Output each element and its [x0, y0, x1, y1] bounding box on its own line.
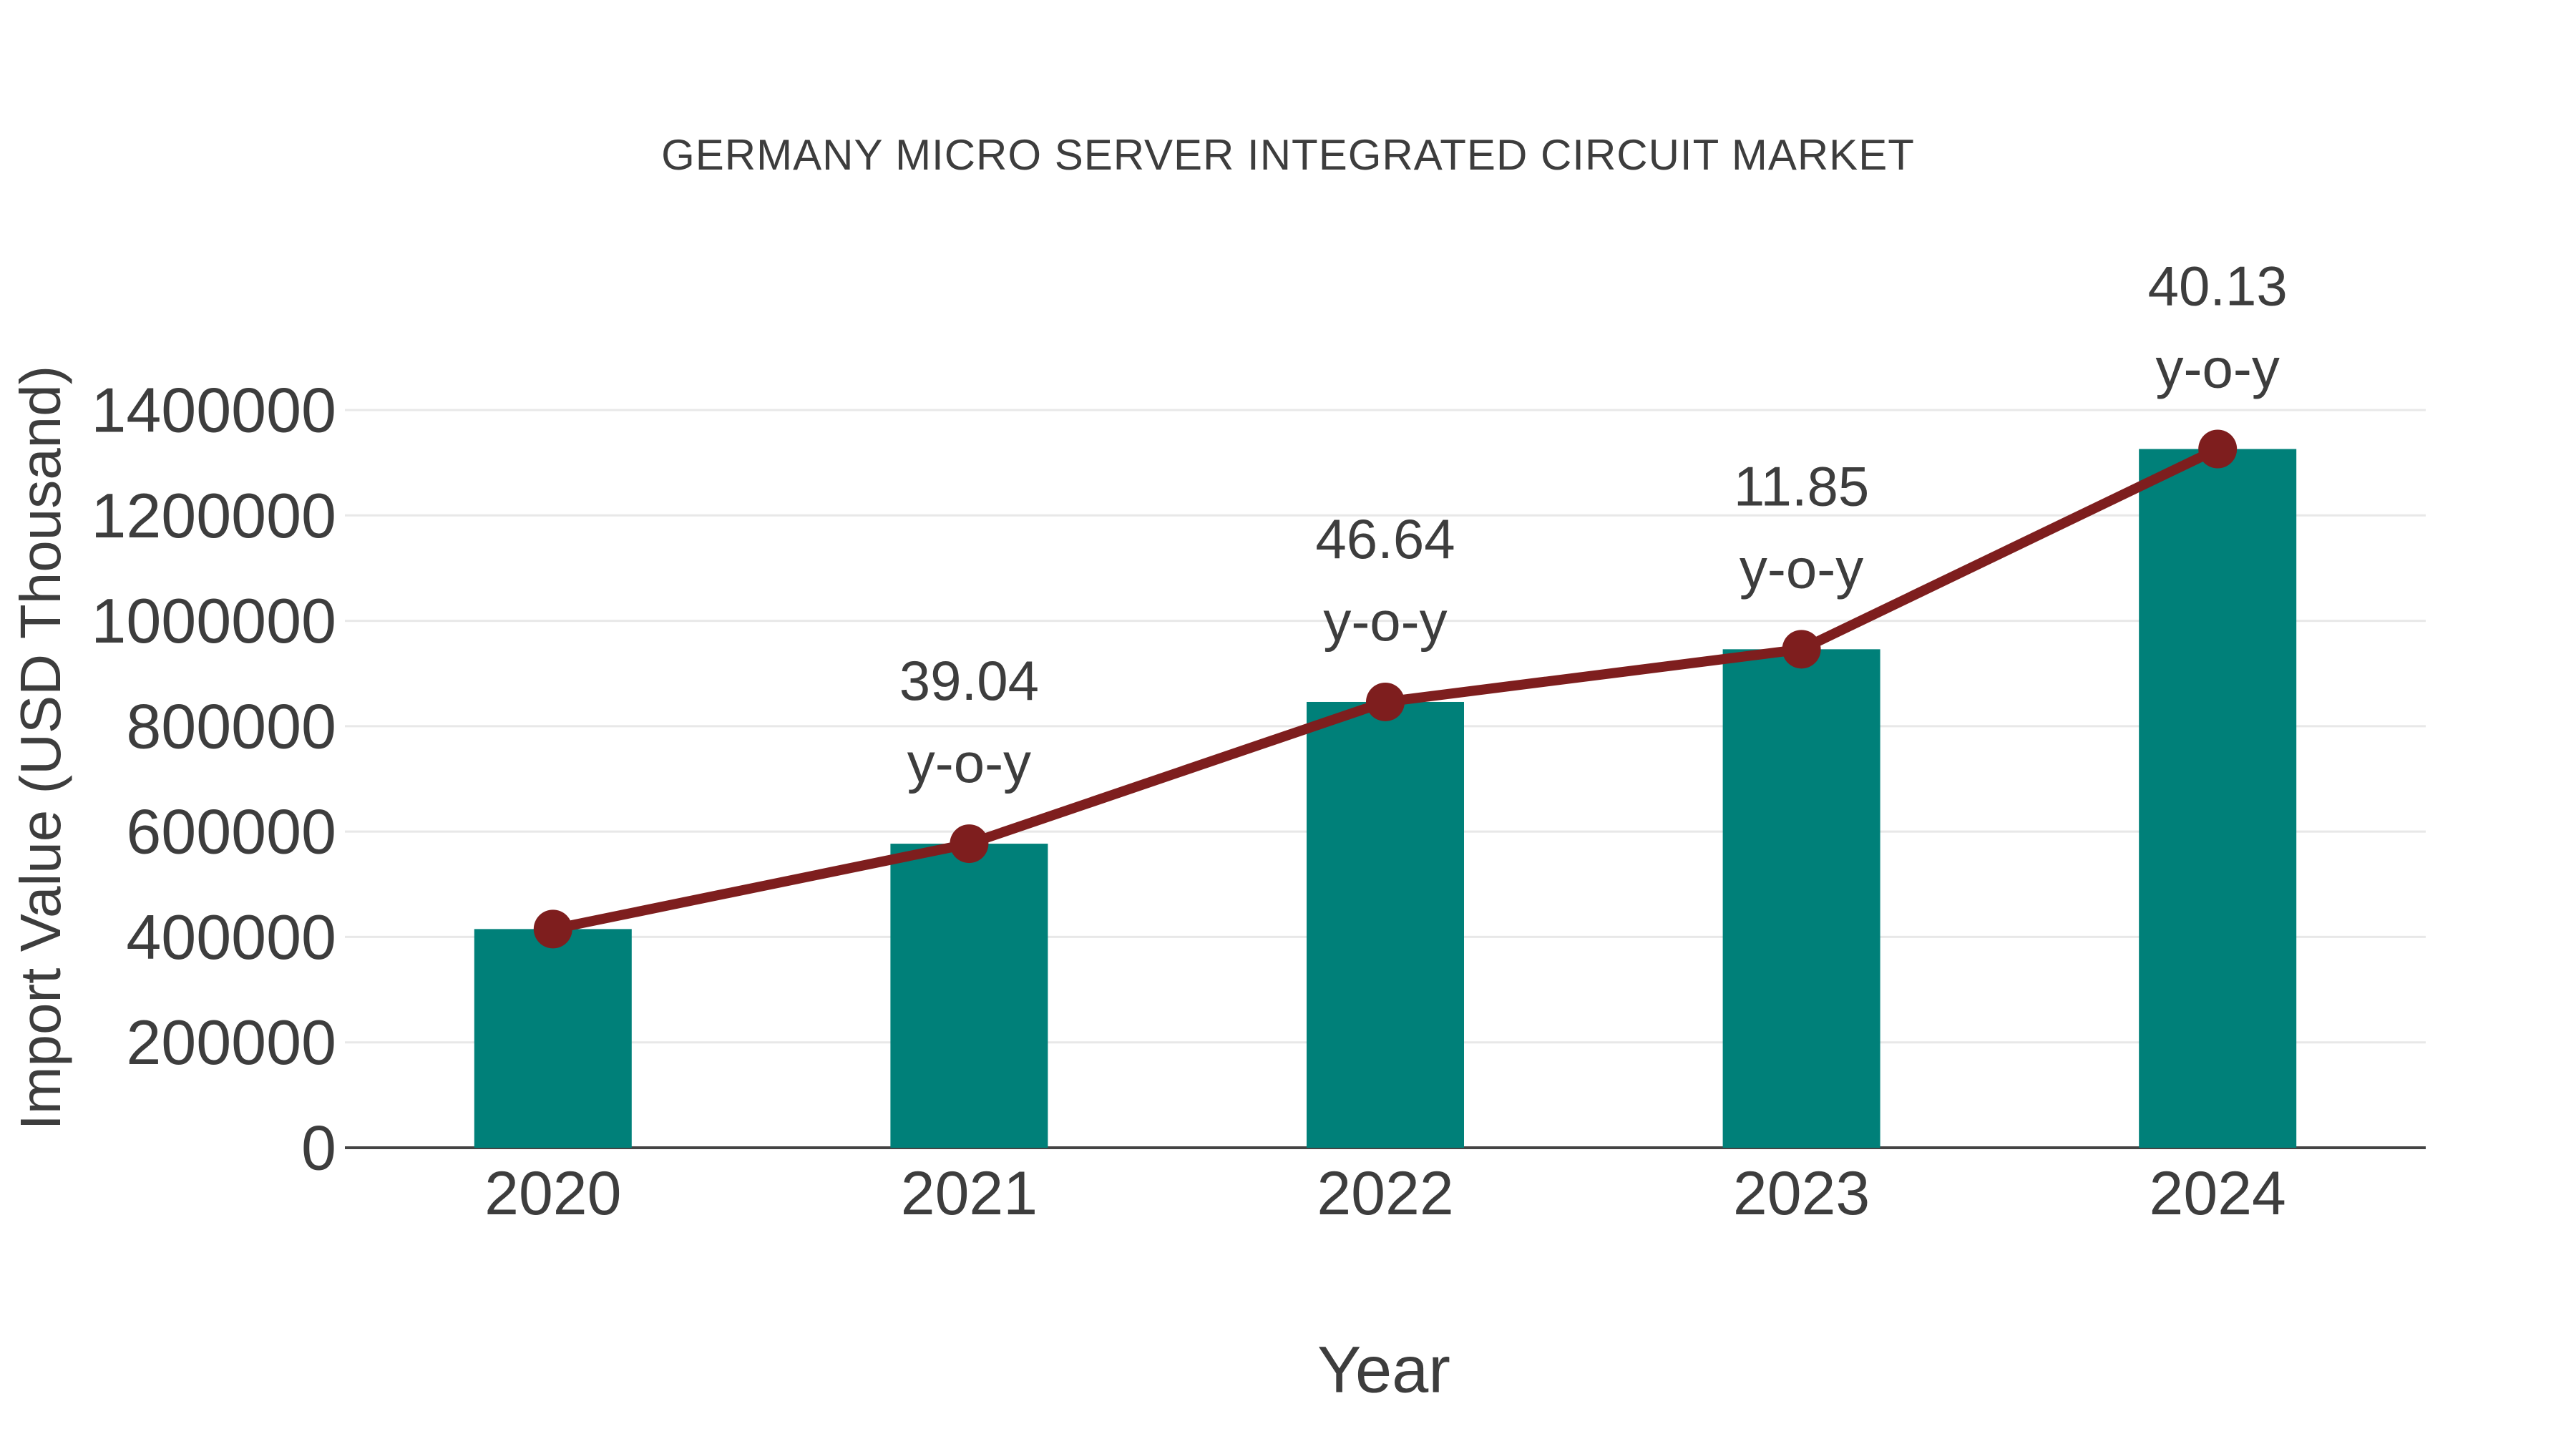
annotation-label-2021: y-o-y	[907, 731, 1031, 794]
x-tick-label-2022: 2022	[1317, 1159, 1453, 1228]
x-tick-label-2021: 2021	[901, 1159, 1038, 1228]
y-tick-label: 1000000	[91, 585, 336, 656]
annotation-value-2022: 46.64	[1315, 507, 1455, 570]
data-point-marker-2024	[2198, 429, 2238, 469]
x-tick-label-2023: 2023	[1733, 1159, 1870, 1228]
x-tick-label-2020: 2020	[484, 1159, 621, 1228]
bar-2023	[1722, 649, 1880, 1148]
data-point-marker-2022	[1366, 682, 1405, 721]
bar-2022	[1307, 701, 1464, 1148]
y-tick-label: 800000	[126, 691, 336, 761]
annotation-value-2021: 39.04	[899, 649, 1039, 712]
annotation-label-2024: y-o-y	[2156, 336, 2280, 399]
data-point-marker-2021	[950, 824, 989, 864]
annotation-value-2024: 40.13	[2148, 254, 2288, 317]
bar-2021	[890, 844, 1048, 1148]
bar-2024	[2139, 449, 2297, 1148]
x-tick-label-2024: 2024	[2150, 1159, 2286, 1228]
bar-2020	[474, 929, 632, 1148]
y-tick-label: 400000	[126, 902, 336, 972]
y-tick-label: 200000	[126, 1007, 336, 1078]
y-tick-label: 600000	[126, 796, 336, 867]
y-tick-label: 1200000	[91, 480, 336, 551]
annotation-value-2023: 11.85	[1734, 454, 1869, 517]
annotation-label-2022: y-o-y	[1323, 590, 1447, 653]
data-point-marker-2023	[1782, 630, 1821, 669]
y-tick-label: 1400000	[91, 375, 336, 446]
data-point-marker-2020	[533, 909, 572, 949]
x-axis-title: Year	[1317, 1333, 1450, 1407]
y-tick-label: 0	[301, 1113, 336, 1184]
chart-title: GERMANY MICRO SERVER INTEGRATED CIRCUIT …	[661, 131, 1915, 179]
annotation-label-2023: y-o-y	[1740, 537, 1863, 600]
